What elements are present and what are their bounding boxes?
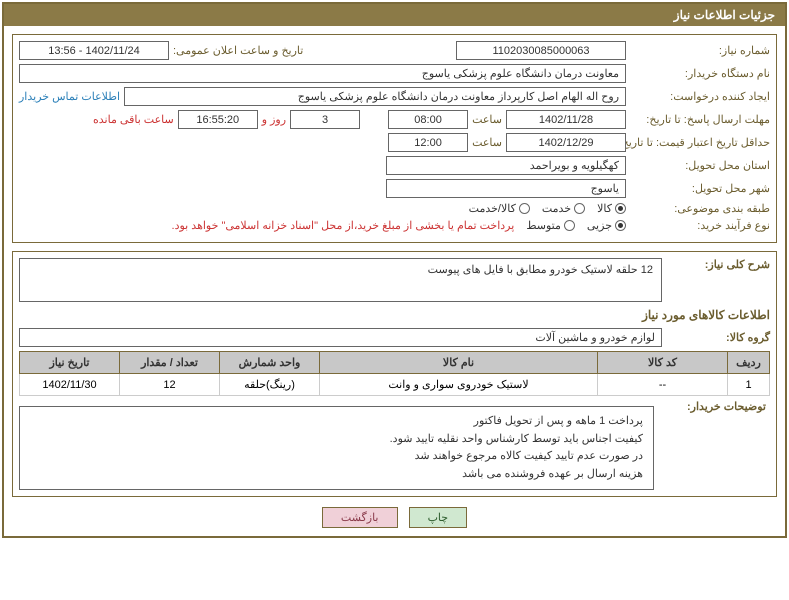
buyer-note-line: در صورت عدم تایید کیفیت کالاه مرجوع خواه… <box>30 448 643 466</box>
validity-date: 1402/12/29 <box>506 133 626 152</box>
table-header: تاریخ نیاز <box>20 352 120 374</box>
table-cell: لاستیک خودروی سواری و وانت <box>320 374 598 396</box>
radio-goods[interactable] <box>615 203 626 214</box>
radio-partial[interactable] <box>615 220 626 231</box>
buyer-org-value: معاونت درمان دانشگاه علوم پزشکی یاسوج <box>19 64 626 83</box>
radio-service[interactable] <box>574 203 585 214</box>
table-header: نام کالا <box>320 352 598 374</box>
province-label: استان محل تحویل: <box>630 159 770 172</box>
buyer-notes-label: توضیحات خریدار: <box>683 401 770 413</box>
buyer-org-label: نام دستگاه خریدار: <box>630 67 770 80</box>
process-label: نوع فرآیند خرید: <box>630 219 770 232</box>
announce-value: 1402/11/24 - 13:56 <box>19 41 169 60</box>
table-cell: -- <box>598 374 728 396</box>
radio-medium[interactable] <box>564 220 575 231</box>
table-header: کد کالا <box>598 352 728 374</box>
desc-box: 12 حلقه لاستیک خودرو مطابق با فایل های پ… <box>19 258 662 302</box>
buyer-note-line: هزینه ارسال بر عهده فروشنده می باشد <box>30 466 643 484</box>
time-label-2: ساعت <box>472 136 502 149</box>
print-button[interactable]: چاپ <box>409 507 468 528</box>
main-panel: جزئیات اطلاعات نیاز شماره نیاز: 11020300… <box>2 2 787 538</box>
announce-label: تاریخ و ساعت اعلان عمومی: <box>173 44 303 57</box>
city-value: یاسوج <box>386 179 626 198</box>
validity-time: 12:00 <box>388 133 468 152</box>
need-no-label: شماره نیاز: <box>630 44 770 57</box>
buyer-notes-box: پرداخت 1 ماهه و پس از تحویل فاکتورکیفیت … <box>19 406 654 490</box>
requester-label: ایجاد کننده درخواست: <box>630 90 770 103</box>
deadline-resp-date: 1402/11/28 <box>506 110 626 129</box>
buyer-note-line: پرداخت 1 ماهه و پس از تحویل فاکتور <box>30 413 643 431</box>
deadline-resp-time: 08:00 <box>388 110 468 129</box>
back-button[interactable]: بازگشت <box>322 507 398 528</box>
need-no-value: 1102030085000063 <box>456 41 626 60</box>
details-section: شرح کلی نیاز: 12 حلقه لاستیک خودرو مطابق… <box>12 251 777 497</box>
desc-label: شرح کلی نیاز: <box>666 258 770 271</box>
table-header: واحد شمارش <box>220 352 320 374</box>
group-value: لوازم خودرو و ماشین آلات <box>19 328 662 347</box>
goods-section-title: اطلاعات کالاهای مورد نیاز <box>19 308 770 322</box>
table-cell: 12 <box>120 374 220 396</box>
table-cell: (رینگ)حلقه <box>220 374 320 396</box>
process-note: پرداخت تمام یا بخشی از مبلغ خرید،از محل … <box>172 219 515 232</box>
time-label-1: ساعت <box>472 113 502 126</box>
table-cell: 1 <box>728 374 770 396</box>
top-section: شماره نیاز: 1102030085000063 تاریخ و ساع… <box>12 34 777 243</box>
table-header: تعداد / مقدار <box>120 352 220 374</box>
group-label: گروه کالا: <box>666 331 770 344</box>
city-label: شهر محل تحویل: <box>630 182 770 195</box>
deadline-resp-label: مهلت ارسال پاسخ: تا تاریخ: <box>630 113 770 126</box>
validity-label: حداقل تاریخ اعتبار قیمت: تا تاریخ: <box>630 136 770 149</box>
table-cell: 1402/11/30 <box>20 374 120 396</box>
buyer-note-line: کیفیت اجناس باید توسط کارشناس واحد نقلیه… <box>30 431 643 449</box>
requester-value: روح اله الهام اصل کارپرداز معاونت درمان … <box>124 87 626 106</box>
category-label: طبقه بندی موضوعی: <box>630 202 770 215</box>
category-radio-group: کالا خدمت کالا/خدمت <box>469 202 626 215</box>
remaining-days: 3 <box>290 110 360 129</box>
radio-goods-service[interactable] <box>519 203 530 214</box>
goods-table: ردیفکد کالانام کالاواحد شمارشتعداد / مقد… <box>19 351 770 396</box>
table-row: 1--لاستیک خودروی سواری و وانت(رینگ)حلقه1… <box>20 374 770 396</box>
panel-title: جزئیات اطلاعات نیاز <box>4 4 785 26</box>
province-value: کهگیلویه و بویراحمد <box>386 156 626 175</box>
buyer-contact-link[interactable]: اطلاعات تماس خریدار <box>19 90 120 103</box>
remaining-label: ساعت باقی مانده <box>93 113 174 126</box>
days-and-label: روز و <box>262 113 286 126</box>
remaining-time: 16:55:20 <box>178 110 258 129</box>
table-header: ردیف <box>728 352 770 374</box>
process-radio-group: جزیی متوسط <box>526 219 626 232</box>
